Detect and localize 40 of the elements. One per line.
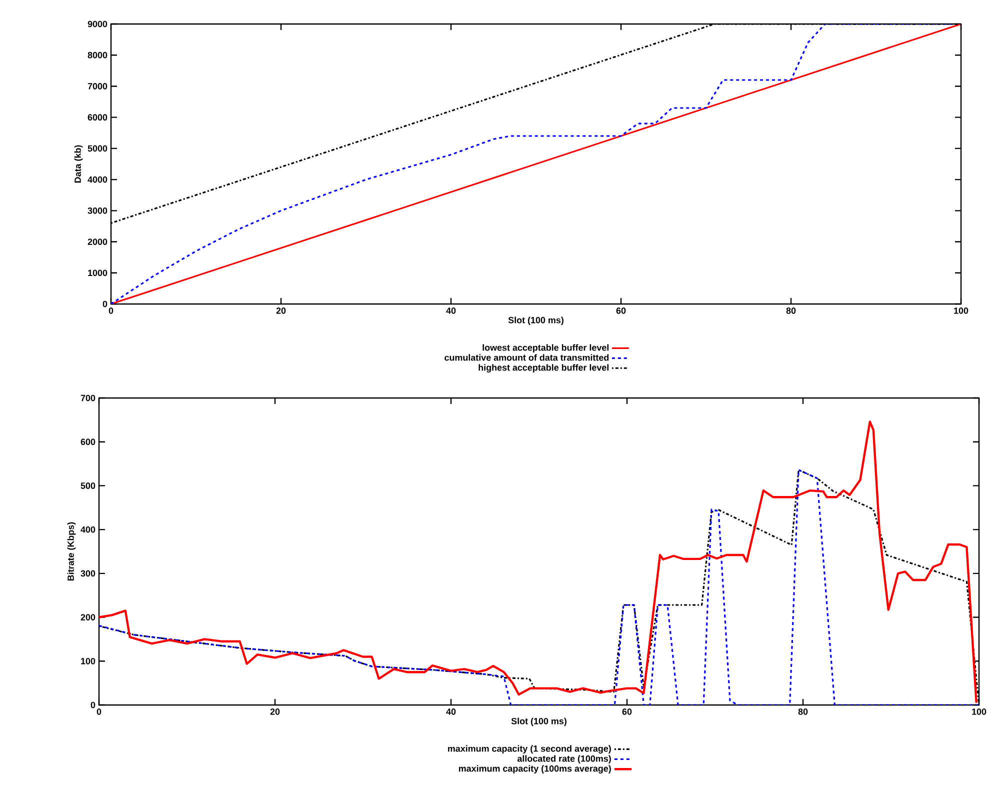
y-tick-label: 8000 [88,52,108,58]
y-tick-label: 6000 [88,114,108,121]
x-tick-label: 20 [276,308,286,314]
y-tick-label: 3000 [88,207,108,214]
y-tick-label: 600 [80,438,96,446]
y-tick-label: 9000 [88,20,108,28]
y-tick-label: 700 [80,394,96,402]
y-tick-label: 1000 [88,270,108,276]
y-tick-label: 4000 [88,176,108,183]
legend-label: maximum capacity (100ms average) [458,765,611,774]
line-series [99,420,978,704]
y-axis-title: Data (kb) [74,145,83,183]
legend-label: cumulative amount of data transmitted [444,354,609,361]
x-axis-title: Slot (100 ms) [511,718,566,726]
y-tick-label: 400 [80,526,96,533]
x-tick-label: 80 [786,308,796,314]
y-tick-label: 5000 [88,145,108,152]
legend-label: maximum capacity (1 second average) [448,745,611,754]
y-axis-title: Bitrate (Kbps) [67,522,76,581]
x-tick-label: 20 [270,708,280,715]
x-tick-label: 60 [616,308,626,314]
y-tick-label: 300 [80,570,96,577]
legend-label: lowest acceptable buffer level [482,344,609,353]
y-tick-label: 0 [102,300,108,308]
y-tick-label: 0 [90,702,96,708]
x-tick-label: 80 [798,708,808,715]
legend-label: allocated rate (100ms) [517,755,611,764]
x-tick-label: 100 [972,708,986,715]
x-tick-label: 100 [954,308,968,314]
x-tick-label: 40 [446,708,456,715]
y-tick-label: 200 [80,614,96,620]
y-tick-label: 500 [80,482,96,489]
y-tick-label: 100 [81,658,96,664]
y-tick-label: 7000 [88,83,108,90]
x-tick-label: 60 [622,708,632,715]
x-tick-label: 0 [108,308,114,314]
x-axis-title: Slot (100 ms) [508,316,564,326]
y-tick-label: 2000 [88,238,108,245]
legend-label: highest acceptable buffer level [478,364,609,373]
x-tick-label: 40 [446,308,456,314]
